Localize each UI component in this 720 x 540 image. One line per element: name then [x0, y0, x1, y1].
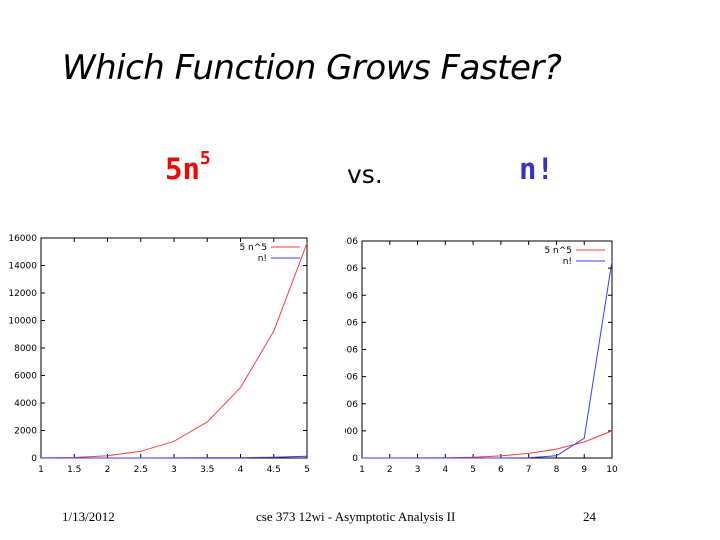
- left-chart-plot-frame: [40, 237, 308, 459]
- left-chart-y-tick-label: 8000: [14, 344, 37, 354]
- right-chart-y-tick-label: 500000: [345, 427, 358, 437]
- right-chart-y-tick-label: 3.5e+06: [345, 264, 358, 274]
- right-chart-y-tick-label: 3e+06: [345, 291, 358, 301]
- left-chart-x-tick-label: 2.5: [134, 465, 148, 475]
- left-chart-x-tick-label: 1: [38, 465, 44, 475]
- left-chart-y-tick-label: 0: [31, 454, 37, 464]
- right-chart-legend-label-5n5: 5 n^5: [544, 246, 572, 256]
- right-chart-plot-frame: [361, 240, 613, 459]
- left-chart-x-tick-label: 4.5: [267, 465, 281, 475]
- right-chart-x-tick-label: 10: [606, 465, 618, 475]
- right-chart-x-tick-label: 1: [359, 465, 365, 475]
- right-chart-y-tick-label: 4e+06: [345, 237, 358, 247]
- left-chart-x-tick-label: 2: [105, 465, 111, 475]
- right-expression: n!: [519, 152, 554, 186]
- footer-date: 1/13/2012: [62, 509, 115, 524]
- right-chart-x-tick-label: 7: [526, 465, 532, 475]
- vs-label: vs.: [347, 160, 383, 189]
- left-chart-legend-label-5n5: 5 n^5: [239, 243, 267, 253]
- right-chart-legend-label-n-factorial: n!: [563, 257, 572, 267]
- left-expression-base: 5n: [165, 152, 200, 186]
- right-chart-x-tick-label: 2: [387, 465, 393, 475]
- right-chart-y-tick-label: 1.5e+06: [345, 373, 358, 383]
- left-chart-x-tick-label: 3: [171, 465, 177, 475]
- left-chart-x-tick-label: 3.5: [200, 465, 214, 475]
- right-chart-x-tick-label: 3: [415, 465, 421, 475]
- chart-right: 1 2 3 4 5 6 7 8 9 10 0 500000 1e+06 1.5e+06 2e+06 2.5e+…: [345, 237, 618, 475]
- right-chart-series-n-factorial-line: [362, 261, 613, 459]
- left-chart-x-tick-label: 4: [238, 465, 244, 475]
- left-expression: 5n5: [165, 148, 211, 186]
- left-chart-legend-label-n-factorial: n!: [258, 254, 267, 264]
- left-chart-y-tick-label: 4000: [14, 399, 37, 409]
- right-chart-x-tick-label: 6: [498, 465, 504, 475]
- right-chart-x-tick-label: 9: [581, 465, 587, 475]
- slide-title: Which Function Grows Faster?: [62, 48, 562, 88]
- right-chart-x-tick-label: 8: [554, 465, 560, 475]
- left-chart-y-tick-label: 6000: [14, 372, 37, 382]
- left-chart-series-n-factorial-line: [41, 455, 308, 459]
- chart-left: 1 1.5 2 2.5 3 3.5 4 4.5 5 0 2000 4000 6000 8000 10000 1…: [8, 234, 310, 475]
- left-chart-y-tick-label: 10000: [8, 317, 37, 327]
- right-chart-y-tick-label: 2e+06: [345, 346, 358, 356]
- right-chart-y-tick-label: 1e+06: [345, 400, 358, 410]
- footer-course: cse 373 12wi - Asymptotic Analysis II: [256, 509, 456, 524]
- right-chart-x-tick-label: 5: [470, 465, 476, 475]
- left-chart-y-tick-label: 16000: [8, 234, 37, 244]
- left-chart-x-tick-label: 1.5: [67, 465, 81, 475]
- right-chart-y-tick-label: 2.5e+06: [345, 318, 358, 328]
- right-chart-x-tick-label: 4: [442, 465, 448, 475]
- left-chart-series-5n5-line: [40, 243, 308, 459]
- left-chart-x-tick-label: 5: [304, 465, 310, 475]
- left-expression-exponent: 5: [199, 148, 211, 170]
- right-chart-y-tick-label: 0: [352, 454, 358, 464]
- left-chart-y-tick-label: 12000: [8, 289, 37, 299]
- left-chart-y-tick-label: 2000: [14, 427, 37, 437]
- footer-page-number: 24: [583, 509, 596, 524]
- left-chart-y-tick-label: 14000: [8, 262, 37, 272]
